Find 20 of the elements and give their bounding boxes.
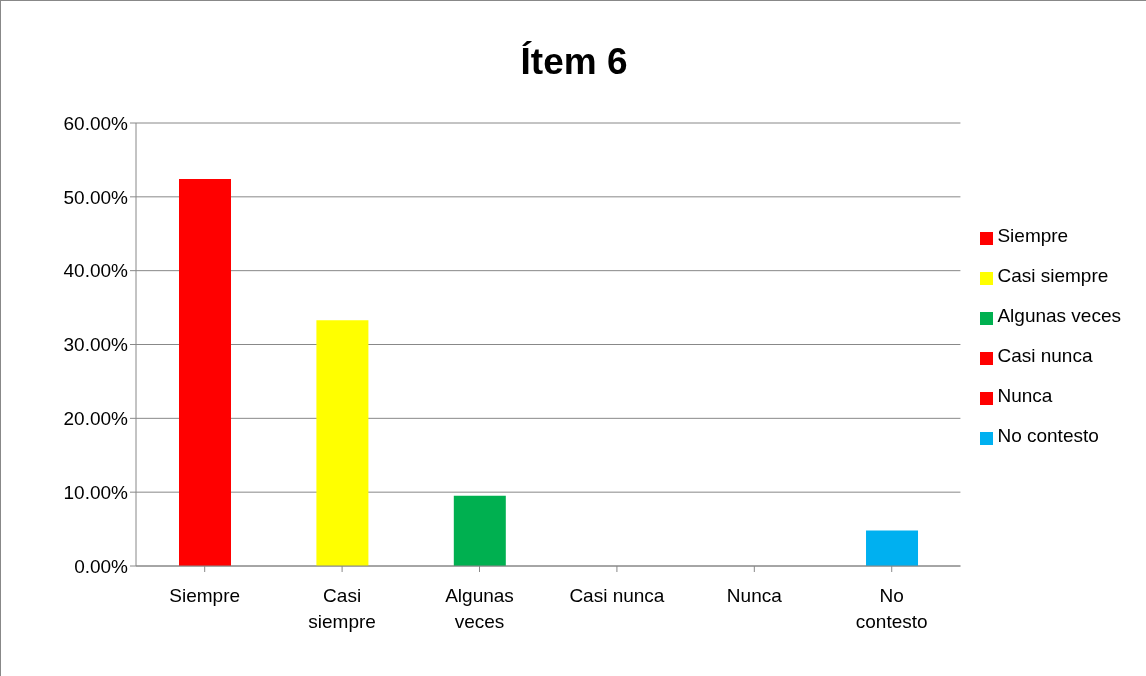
y-tick-label: 0.00% (74, 555, 129, 577)
x-tick-label: Algunas veces (445, 585, 514, 632)
legend-label: Algunas veces (997, 305, 1121, 326)
x-tick-label: Casi siempre (308, 585, 376, 632)
y-tick-label: 50.00% (63, 186, 129, 208)
x-tick-label: Casi nunca (569, 585, 665, 606)
chart-title: Ítem 6 (519, 41, 629, 83)
legend-label: Nunca (997, 385, 1053, 406)
y-tick-label: 10.00% (63, 481, 129, 503)
x-tick-label: Siempre (169, 585, 241, 606)
y-tick-label: 40.00% (63, 260, 129, 282)
legend-label: Casi siempre (997, 265, 1109, 286)
y-tick-label: 20.00% (63, 408, 129, 430)
legend-label: No contesto (997, 425, 1099, 446)
x-tick-label: No contesto (855, 585, 928, 632)
y-tick-label: 60.00% (63, 112, 129, 134)
y-tick-label: 30.00% (63, 334, 129, 356)
legend-label: Casi nunca (997, 345, 1093, 366)
x-tick-label: Nunca (726, 585, 783, 606)
legend-label: Siempre (997, 225, 1069, 246)
